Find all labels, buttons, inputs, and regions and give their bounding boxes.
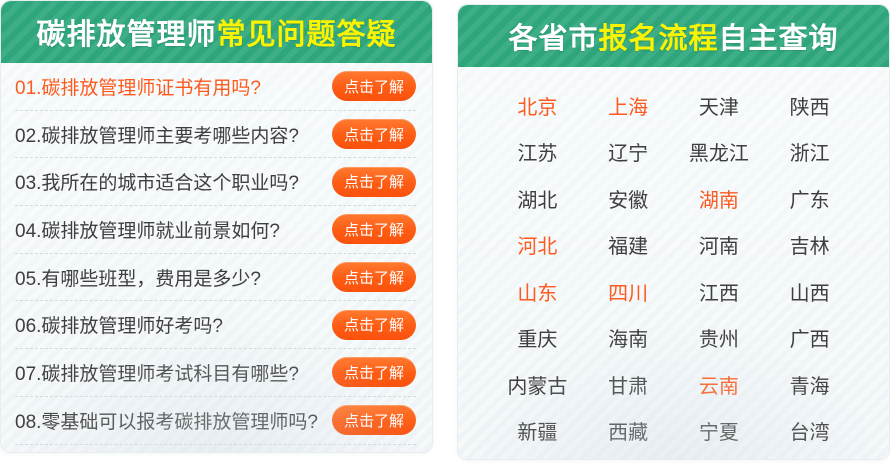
province-link[interactable]: 贵州 (698, 329, 739, 352)
faq-panel-title: 碳排放管理师常见问题答疑 (36, 11, 396, 53)
faq-question-text: 01.碳排放管理师证书有用吗? (15, 77, 261, 99)
province-link[interactable]: 云南 (698, 375, 739, 398)
province-link[interactable]: 西藏 (608, 422, 649, 445)
faq-cta-button[interactable]: 点击了解 (331, 309, 416, 340)
province-link[interactable]: 福建 (608, 236, 649, 259)
faq-item[interactable]: 05.有哪些班型，费用是多少? 点击了解 (15, 254, 416, 302)
province-link[interactable]: 重庆 (517, 329, 558, 352)
province-grid: 北京 上海 天津 陕西江苏 辽宁 黑龙江 浙江湖北 安徽 湖南 广东河北 福建 河南 吉林山东 四川 江西 山… (458, 67, 889, 454)
faq-title-part-yellow: 常见问题答疑 (216, 19, 397, 51)
faq-cta-button[interactable]: 点击了解 (331, 119, 416, 150)
province-link[interactable]: 陕西 (789, 96, 830, 119)
province-title-part-yellow: 报名流程 (598, 23, 719, 55)
faq-item[interactable]: 02.碳排放管理师主要考哪些内容? 点击了解 (15, 111, 416, 159)
province-link[interactable]: 湖南 (698, 189, 739, 212)
province-panel-title: 各省市报名流程自主查询 (508, 15, 838, 57)
faq-question-text: 04.碳排放管理师就业前景如何? (15, 220, 280, 242)
faq-question-text: 02.碳排放管理师主要考哪些内容? (15, 125, 299, 147)
province-panel-header: 各省市报名流程自主查询 (458, 5, 889, 67)
province-link[interactable]: 江西 (698, 282, 739, 305)
faq-panel: 碳排放管理师常见问题答疑 01.碳排放管理师证书有用吗? 点击了解 02.碳排放管理… (0, 0, 433, 453)
faq-item[interactable]: 08.零基础可以报考碳排放管理师吗? 点击了解 (15, 397, 416, 445)
province-link[interactable]: 天津 (698, 96, 739, 119)
province-link[interactable]: 河南 (698, 236, 739, 259)
faq-cta-button[interactable]: 点击了解 (331, 405, 416, 436)
faq-cta-button[interactable]: 点击了解 (331, 262, 416, 293)
province-link[interactable]: 湖北 (517, 189, 558, 212)
province-link[interactable]: 广西 (789, 329, 830, 352)
faq-question-text: 08.零基础可以报考碳排放管理师吗? (15, 411, 318, 433)
province-link[interactable]: 海南 (608, 329, 649, 352)
province-title-part-white-1: 各省市 (508, 23, 599, 55)
faq-question-text: 05.有哪些班型，费用是多少? (15, 268, 261, 290)
province-panel: 各省市报名流程自主查询 北京 上海 天津 陕西江苏 辽宁 黑龙江 浙江湖北 安徽 湖南 广东河北 福… (457, 4, 890, 460)
province-link[interactable]: 新疆 (517, 422, 558, 445)
province-link[interactable]: 吉林 (789, 236, 830, 259)
faq-cta-button[interactable]: 点击了解 (331, 357, 416, 388)
province-link[interactable]: 四川 (608, 282, 649, 305)
faq-title-part-white: 碳排放管理师 (36, 19, 217, 51)
faq-question-text: 03.我所在的城市适合这个职业吗? (15, 173, 299, 195)
province-link[interactable]: 黑龙江 (688, 143, 749, 166)
province-link[interactable]: 辽宁 (608, 143, 649, 166)
province-link[interactable]: 山东 (517, 282, 558, 305)
province-link[interactable]: 青海 (789, 375, 830, 398)
province-link[interactable]: 宁夏 (698, 422, 739, 445)
province-link[interactable]: 上海 (608, 96, 649, 119)
faq-item[interactable]: 01.碳排放管理师证书有用吗? 点击了解 (15, 63, 416, 111)
province-link[interactable]: 浙江 (789, 143, 830, 166)
province-link[interactable]: 甘肃 (608, 375, 649, 398)
faq-item[interactable]: 06.碳排放管理师好考吗? 点击了解 (15, 301, 416, 350)
province-title-part-white-2: 自主查询 (718, 23, 839, 55)
province-link[interactable]: 山西 (789, 282, 830, 305)
province-link[interactable]: 北京 (517, 96, 558, 119)
province-link[interactable]: 台湾 (789, 422, 830, 445)
faq-item[interactable]: 04.碳排放管理师就业前景如何? 点击了解 (15, 206, 416, 254)
faq-cta-button[interactable]: 点击了解 (331, 166, 416, 197)
province-link[interactable]: 广东 (789, 189, 830, 212)
province-link[interactable]: 江苏 (517, 143, 558, 166)
province-link[interactable]: 内蒙古 (507, 375, 568, 398)
faq-item[interactable]: 03.我所在的城市适合这个职业吗? 点击了解 (15, 158, 416, 207)
faq-cta-button[interactable]: 点击了解 (331, 214, 416, 245)
faq-cta-button[interactable]: 点击了解 (331, 71, 416, 102)
faq-question-text: 07.碳排放管理师考试科目有哪些? (15, 363, 299, 385)
province-link[interactable]: 河北 (517, 236, 558, 259)
faq-panel-header: 碳排放管理师常见问题答疑 (1, 1, 432, 63)
faq-item[interactable]: 07.碳排放管理师考试科目有哪些? 点击了解 (15, 349, 416, 397)
province-link[interactable]: 安徽 (608, 189, 649, 212)
faq-question-text: 06.碳排放管理师好考吗? (15, 316, 223, 338)
faq-list: 01.碳排放管理师证书有用吗? 点击了解 02.碳排放管理师主要考哪些内容? 点击了解… (1, 63, 432, 445)
